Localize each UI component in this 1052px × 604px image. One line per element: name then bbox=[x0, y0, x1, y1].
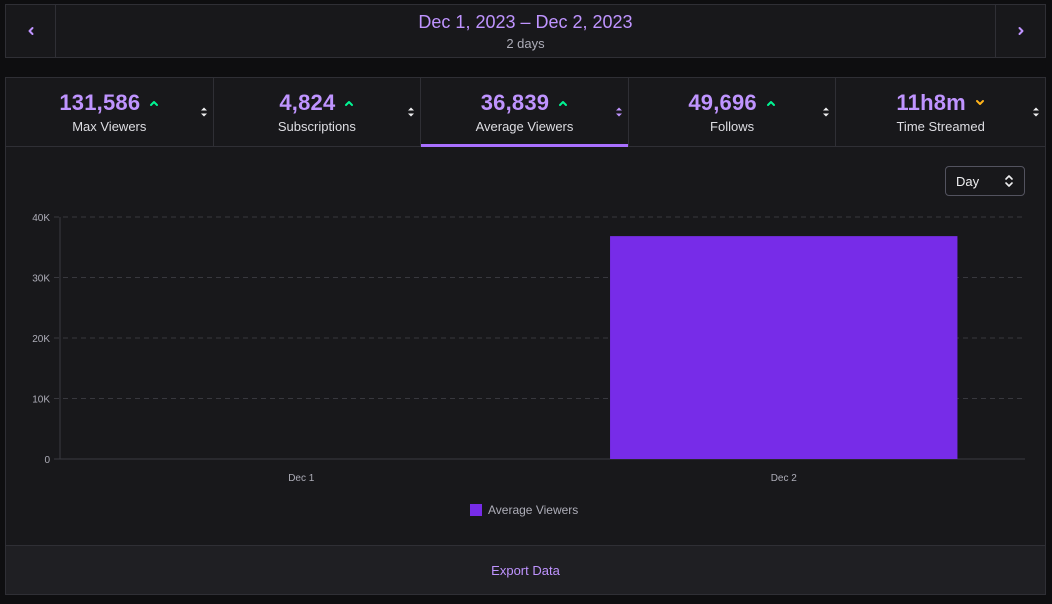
stat-value: 49,696 bbox=[688, 90, 757, 115]
y-tick-label: 30K bbox=[32, 274, 50, 285]
average-viewers-chart: 0 10K 20K 30K 40K Dec 1 Dec 2 bbox=[32, 213, 1025, 484]
y-tick-label: 10K bbox=[32, 395, 50, 406]
next-range-button[interactable] bbox=[995, 5, 1045, 57]
y-tick-label: 40K bbox=[32, 213, 50, 224]
date-range-title: Dec 1, 2023 – Dec 2, 2023 bbox=[418, 12, 633, 32]
trend-up-icon bbox=[558, 99, 568, 107]
stat-label: Subscriptions bbox=[277, 119, 356, 134]
sort-icon[interactable] bbox=[1032, 105, 1040, 119]
stat-tab-time-streamed[interactable]: 11h8m Time Streamed bbox=[836, 78, 1045, 146]
stats-panel: 131,586 Max Viewers 4,824 Subscriptions … bbox=[5, 77, 1046, 595]
y-tick-label: 0 bbox=[44, 455, 50, 466]
date-range-display: Dec 1, 2023 – Dec 2, 2023 2 days bbox=[56, 5, 995, 57]
x-tick-label: Dec 2 bbox=[771, 473, 798, 484]
trend-up-icon bbox=[344, 99, 354, 107]
trend-up-icon bbox=[766, 99, 776, 107]
y-tick-label: 20K bbox=[32, 334, 50, 345]
stat-value: 131,586 bbox=[59, 90, 141, 115]
date-range-bar: Dec 1, 2023 – Dec 2, 2023 2 days bbox=[5, 4, 1046, 58]
granularity-value: Day bbox=[956, 173, 980, 189]
stat-tab-max-viewers[interactable]: 131,586 Max Viewers bbox=[6, 78, 214, 146]
export-bar: Export Data bbox=[6, 545, 1045, 594]
stat-tab-follows[interactable]: 49,696 Follows bbox=[629, 78, 837, 146]
x-axis-ticks: Dec 1 Dec 2 bbox=[288, 473, 797, 484]
legend-swatch bbox=[470, 504, 482, 516]
granularity-select[interactable]: Day bbox=[945, 166, 1025, 196]
bar bbox=[610, 236, 958, 459]
stat-value: 36,839 bbox=[480, 90, 550, 115]
stat-label: Max Viewers bbox=[72, 119, 147, 134]
sort-icon[interactable] bbox=[822, 105, 830, 119]
trend-up-icon bbox=[149, 99, 159, 107]
stat-label: Time Streamed bbox=[896, 119, 985, 134]
chevron-right-icon bbox=[1018, 27, 1023, 35]
x-tick-label: Dec 1 bbox=[288, 473, 315, 484]
chart-legend[interactable]: Average Viewers bbox=[470, 503, 578, 517]
trend-down-icon bbox=[975, 99, 985, 107]
stat-value: 4,824 bbox=[279, 90, 336, 115]
y-axis-ticks: 0 10K 20K 30K 40K bbox=[32, 213, 50, 466]
stat-tab-subscriptions[interactable]: 4,824 Subscriptions bbox=[214, 78, 422, 146]
chevron-left-icon bbox=[28, 27, 33, 35]
date-range-duration: 2 days bbox=[506, 36, 545, 51]
sort-icon[interactable] bbox=[407, 105, 415, 119]
sort-icon[interactable] bbox=[615, 105, 623, 119]
legend-label: Average Viewers bbox=[488, 503, 579, 517]
sort-icon[interactable] bbox=[200, 105, 208, 119]
stat-label: Average Viewers bbox=[475, 119, 574, 134]
stat-tab-average-viewers[interactable]: 36,839 Average Viewers bbox=[421, 78, 629, 147]
select-arrows-icon bbox=[1005, 175, 1013, 187]
stat-tabs: 131,586 Max Viewers 4,824 Subscriptions … bbox=[6, 78, 1045, 147]
export-data-link[interactable]: Export Data bbox=[491, 562, 560, 578]
chart-bars bbox=[610, 236, 958, 459]
stat-value: 11h8m bbox=[896, 90, 966, 115]
stat-label: Follows bbox=[710, 119, 755, 134]
previous-range-button[interactable] bbox=[6, 5, 56, 57]
